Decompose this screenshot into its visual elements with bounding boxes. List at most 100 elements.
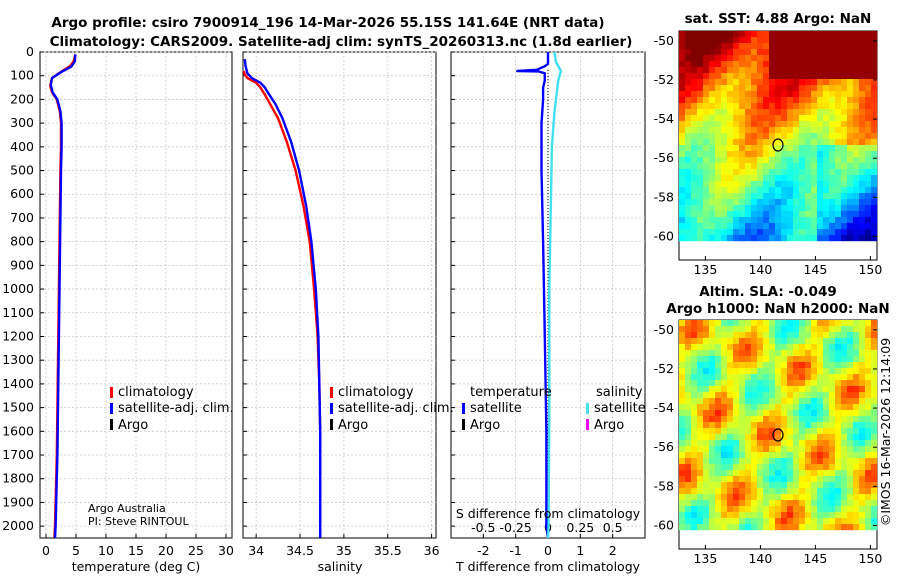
map-x-tick-label: 135 <box>693 551 717 566</box>
sla-cell <box>781 344 788 351</box>
sla-cell <box>745 410 752 417</box>
sst-cell <box>859 85 866 92</box>
sla-cell <box>727 374 734 381</box>
sla-cell <box>781 422 788 429</box>
sst-cell <box>799 181 806 188</box>
sst-cell <box>685 31 692 38</box>
sst-cell <box>751 61 758 68</box>
sla-cell <box>697 512 704 519</box>
sla-cell <box>769 494 776 501</box>
sla-cell <box>751 386 758 393</box>
sst-cell <box>775 139 782 146</box>
sst-cell <box>715 157 722 164</box>
series-line-climatology <box>49 54 77 539</box>
sla-cell <box>751 524 758 531</box>
sla-cell <box>787 398 794 405</box>
sla-cell <box>781 434 788 441</box>
sst-cell <box>787 49 794 56</box>
sst-cell <box>709 145 716 152</box>
sst-cell <box>823 49 830 56</box>
sst-cell <box>787 121 794 128</box>
map-y-tick-label: -52 <box>654 72 674 87</box>
legend-swatch-temp-argo <box>462 419 465 430</box>
sla-cell <box>829 476 836 483</box>
sla-cell <box>823 494 830 501</box>
sla-cell <box>763 524 770 531</box>
sst-cell <box>841 115 848 122</box>
sla-cell <box>697 380 704 387</box>
sst-cell <box>835 37 842 44</box>
legend-swatch-argo <box>110 419 113 430</box>
sst-cell <box>829 127 836 134</box>
sla-cell <box>715 356 722 363</box>
sst-cell <box>823 55 830 62</box>
sst-cell <box>859 211 866 218</box>
sla-cell <box>799 476 806 483</box>
sst-cell <box>847 133 854 140</box>
sst-cell <box>739 151 746 158</box>
sst-cell <box>751 163 758 170</box>
sst-cell <box>871 115 878 122</box>
sst-cell <box>853 97 860 104</box>
sst-cell <box>709 73 716 80</box>
sla-cell <box>829 464 836 471</box>
sla-cell <box>865 392 872 399</box>
sst-cell <box>733 169 740 176</box>
sst-cell <box>799 133 806 140</box>
sla-cell <box>691 326 698 333</box>
sst-cell <box>823 157 830 164</box>
sla-cell <box>679 470 686 477</box>
sst-cell <box>781 67 788 74</box>
sla-cell <box>805 350 812 357</box>
sst-cell <box>793 169 800 176</box>
sla-cell <box>757 500 764 507</box>
sst-cell <box>793 73 800 80</box>
sla-cell <box>859 422 866 429</box>
sla-cell <box>847 350 854 357</box>
sst-cell <box>685 109 692 116</box>
sla-cell <box>769 332 776 339</box>
sla-cell <box>865 356 872 363</box>
sla-cell <box>685 362 692 369</box>
sla-cell <box>763 482 770 489</box>
sla-cell <box>733 440 740 447</box>
sla-cell <box>853 458 860 465</box>
sla-cell <box>859 440 866 447</box>
sla-cell <box>811 338 818 345</box>
sla-cell <box>871 452 878 459</box>
sla-cell <box>853 464 860 471</box>
sla-cell <box>709 320 716 327</box>
sla-cell <box>787 428 794 435</box>
sla-cell <box>751 494 758 501</box>
sla-cell <box>853 446 860 453</box>
sla-cell <box>709 326 716 333</box>
sst-cell <box>835 181 842 188</box>
sst-cell <box>739 175 746 182</box>
sst-cell <box>721 49 728 56</box>
sla-cell <box>865 512 872 519</box>
sla-cell <box>829 446 836 453</box>
sla-cell <box>823 428 830 435</box>
sst-cell <box>763 133 770 140</box>
sst-cell <box>811 55 818 62</box>
sst-cell <box>865 235 872 242</box>
sst-cell <box>751 181 758 188</box>
sla-cell <box>871 506 878 513</box>
sst-cell <box>835 199 842 206</box>
sla-cell <box>733 386 740 393</box>
sst-cell <box>709 235 716 242</box>
sst-cell <box>871 169 878 176</box>
sst-cell <box>829 49 836 56</box>
sla-cell <box>775 524 782 531</box>
sst-cell <box>739 169 746 176</box>
sla-cell <box>841 410 848 417</box>
sst-cell <box>697 79 704 86</box>
sst-cell <box>697 223 704 230</box>
sst-cell <box>865 121 872 128</box>
sla-cell <box>691 398 698 405</box>
sla-cell <box>697 440 704 447</box>
sla-cell <box>811 476 818 483</box>
sla-cell <box>871 500 878 507</box>
sst-cell <box>805 49 812 56</box>
sst-cell <box>685 73 692 80</box>
